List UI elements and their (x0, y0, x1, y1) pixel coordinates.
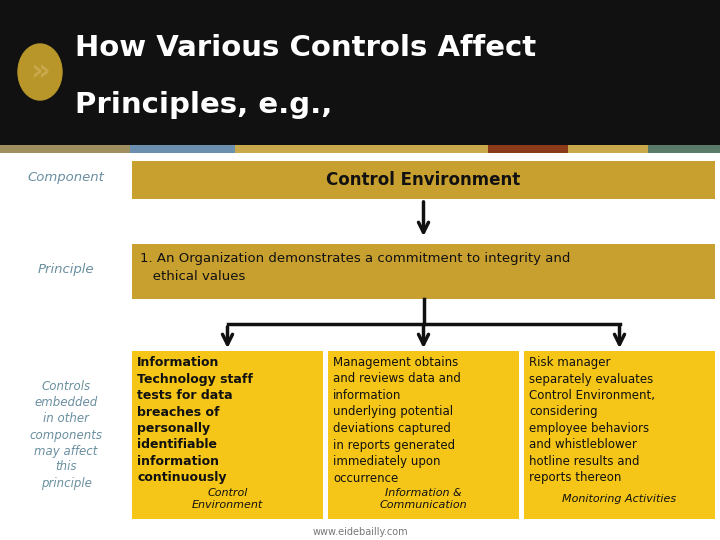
Text: Controls
embedded
in other
components
may affect
this
principle: Controls embedded in other components ma… (30, 381, 102, 489)
Text: 1. An Organization demonstrates a commitment to integrity and
   ethical values: 1. An Organization demonstrates a commit… (140, 252, 570, 282)
FancyBboxPatch shape (132, 161, 715, 199)
Text: Management obtains
and reviews data and
information
underlying potential
deviati: Management obtains and reviews data and … (333, 356, 461, 484)
Text: www.eidebailly.com: www.eidebailly.com (312, 527, 408, 537)
FancyBboxPatch shape (0, 0, 720, 145)
Text: Monitoring Activities: Monitoring Activities (562, 494, 677, 504)
Text: Component: Component (27, 172, 104, 185)
FancyBboxPatch shape (132, 351, 323, 519)
Text: Control
Environment: Control Environment (192, 488, 263, 510)
Ellipse shape (18, 44, 62, 100)
FancyBboxPatch shape (235, 145, 480, 153)
FancyBboxPatch shape (568, 145, 648, 153)
FancyBboxPatch shape (328, 351, 519, 519)
FancyBboxPatch shape (130, 145, 235, 153)
Text: Control Environment: Control Environment (326, 171, 521, 189)
FancyBboxPatch shape (488, 145, 568, 153)
Text: Information
Technology staff
tests for data
breaches of
personally
identifiable
: Information Technology staff tests for d… (137, 356, 253, 484)
FancyBboxPatch shape (648, 145, 720, 153)
FancyBboxPatch shape (132, 244, 715, 299)
Text: Principle: Principle (37, 263, 94, 276)
Text: Risk manager
separately evaluates
Control Environment,
considering
employee beha: Risk manager separately evaluates Contro… (529, 356, 655, 484)
FancyBboxPatch shape (480, 145, 488, 153)
FancyBboxPatch shape (0, 145, 130, 153)
Text: Information &
Communication: Information & Communication (379, 488, 467, 510)
Text: How Various Controls Affect: How Various Controls Affect (75, 34, 536, 62)
FancyBboxPatch shape (524, 351, 715, 519)
Text: »: » (30, 57, 50, 86)
Text: Principles, e.g.,: Principles, e.g., (75, 91, 333, 119)
